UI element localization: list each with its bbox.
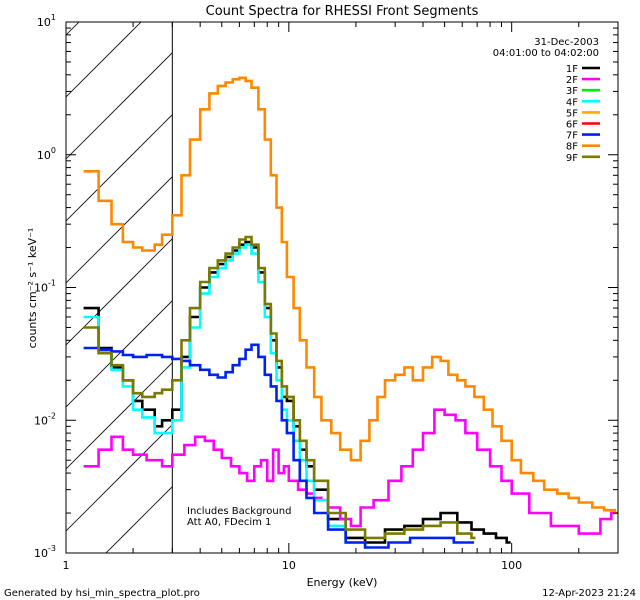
series-line-4F	[83, 243, 370, 549]
series-line-8F	[83, 76, 618, 515]
y-tick-label: 10-1	[34, 279, 56, 295]
legend-label-2F: 2F	[566, 75, 578, 86]
axis-ticks: 1 10 100 10-3 10-2 10-1 100 101	[34, 13, 619, 572]
y-axis-label: counts cm⁻² s⁻¹ keV⁻¹	[26, 228, 39, 349]
hatch-line	[66, 362, 173, 470]
x-axis-label: Energy (keV)	[307, 576, 378, 589]
hatch-line	[66, 424, 173, 532]
footer-timestamp: 12-Apr-2023 21:24	[542, 588, 636, 599]
hatch-line	[66, 114, 173, 222]
time-range-text: 04:01:00 to 04:02:00	[493, 48, 599, 59]
legend-label-8F: 8F	[566, 142, 578, 153]
series-line-1F	[83, 240, 511, 544]
series-line-9F	[83, 235, 476, 540]
y-tick-label: 10-2	[34, 411, 56, 427]
y-tick-label: 100	[37, 146, 56, 162]
legend-label-5F: 5F	[566, 108, 578, 119]
hatch-line	[66, 176, 173, 284]
annotation-background: Includes Background	[187, 506, 291, 517]
hatch-line	[66, 52, 173, 160]
hatched-region	[66, 22, 173, 553]
legend-label-6F: 6F	[566, 120, 578, 131]
x-tick-label: 1	[63, 559, 70, 572]
series-layer	[83, 76, 618, 549]
legend-label-1F: 1F	[566, 64, 578, 75]
x-tick-label: 100	[501, 559, 522, 572]
date-text: 31-Dec-2003	[534, 37, 599, 48]
hatch-line	[66, 300, 173, 408]
series-line-7F	[83, 343, 474, 549]
legend-label-3F: 3F	[566, 86, 578, 97]
legend-label-7F: 7F	[566, 131, 578, 142]
annotation-attenuator: Att A0, FDecim 1	[187, 517, 271, 528]
generated-by-text: Generated by hsi_min_spectra_plot.pro	[4, 588, 200, 599]
x-tick-label: 10	[282, 559, 296, 572]
series-line-2F	[83, 408, 616, 535]
hatch-lines	[66, 22, 173, 553]
hatch-line	[66, 22, 80, 36]
plot-frame	[65, 21, 619, 554]
hatch-line	[66, 238, 173, 346]
legend-label-9F: 9F	[566, 153, 578, 164]
legend-label-4F: 4F	[566, 97, 578, 108]
y-tick-label: 101	[37, 13, 56, 29]
y-tick-label: 10-3	[34, 544, 56, 560]
chart-title: Count Spectra for RHESSI Front Segments	[206, 4, 479, 19]
hatch-line	[66, 22, 142, 98]
hatch-line	[105, 486, 173, 553]
